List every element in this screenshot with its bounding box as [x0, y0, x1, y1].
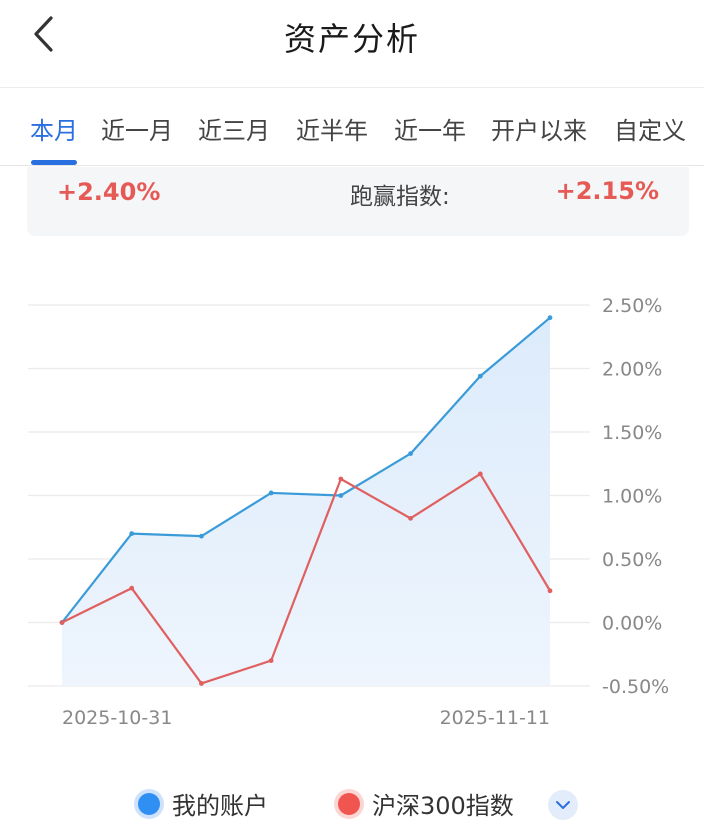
y-tick-label: 0.50% [602, 549, 662, 571]
index-data-point [59, 620, 65, 625]
account-data-point [268, 490, 274, 496]
index-data-point [408, 515, 413, 521]
chart-legend: 我的账户 沪深300指数 [0, 786, 704, 822]
legend-dot-red-icon [338, 792, 360, 815]
return-line-chart[interactable]: 2.50% 2.00% 1.50% 1.00% 0.50% 0.00% -0.50% 2025… [0, 280, 704, 740]
index-data-point [338, 476, 344, 482]
y-tick-label: 0.00% [602, 613, 662, 635]
tab-this-month[interactable]: 本月 [30, 117, 78, 145]
beat-index-value: +2.15% [555, 177, 659, 205]
chevron-down-icon [556, 801, 570, 809]
account-area-fill [62, 317, 550, 686]
app-header: 资产分析 [0, 0, 704, 88]
account-data-point [408, 451, 413, 456]
legend-item-index[interactable]: 沪深300指数 [338, 786, 514, 821]
account-data-point [547, 315, 553, 321]
tab-last-6-months[interactable]: 近半年 [296, 117, 368, 145]
tab-last-1-month[interactable]: 近一月 [101, 117, 173, 145]
index-data-point [547, 588, 553, 594]
active-tab-indicator [31, 160, 77, 165]
index-data-point [268, 658, 274, 663]
period-tabs: 本月 近一月 近三月 近半年 近一年 开户以来 自定义 [0, 89, 704, 166]
y-tick-label: 1.50% [602, 422, 662, 444]
account-series-line [61, 316, 551, 624]
chevron-left-icon [34, 16, 53, 52]
tab-last-3-months[interactable]: 近三月 [198, 117, 270, 145]
legend-dot-blue-icon [138, 792, 160, 815]
x-end-label: 2025-11-11 [440, 707, 550, 729]
index-series-line [61, 472, 551, 685]
page-title: 资产分析 [283, 20, 420, 58]
tab-since-opening[interactable]: 开户以来 [491, 117, 587, 145]
legend-expand-button[interactable] [548, 790, 578, 820]
beat-index-label: 跑赢指数: [350, 184, 450, 210]
y-tick-label: 2.00% [602, 359, 662, 381]
x-start-label: 2025-10-31 [62, 707, 172, 729]
index-data-point [477, 471, 483, 477]
back-button[interactable] [22, 12, 66, 56]
account-data-point [338, 493, 344, 498]
y-tick-label: 2.50% [602, 295, 662, 317]
index-data-point [129, 585, 135, 591]
tab-custom[interactable]: 自定义 [614, 117, 686, 145]
tab-last-1-year[interactable]: 近一年 [394, 117, 466, 145]
account-data-point [199, 533, 204, 539]
y-tick-label: 1.00% [602, 486, 662, 508]
summary-card: +2.40% 跑赢指数: +2.15% [27, 167, 689, 236]
account-return-value: +2.40% [57, 178, 161, 206]
account-data-point [129, 531, 135, 536]
legend-account-label: 我的账户 [172, 792, 268, 820]
index-data-point [199, 681, 204, 686]
y-tick-label: -0.50% [602, 676, 669, 698]
legend-index-label: 沪深300指数 [372, 792, 514, 820]
account-data-point [477, 373, 483, 379]
legend-item-account[interactable]: 我的账户 [138, 786, 268, 821]
